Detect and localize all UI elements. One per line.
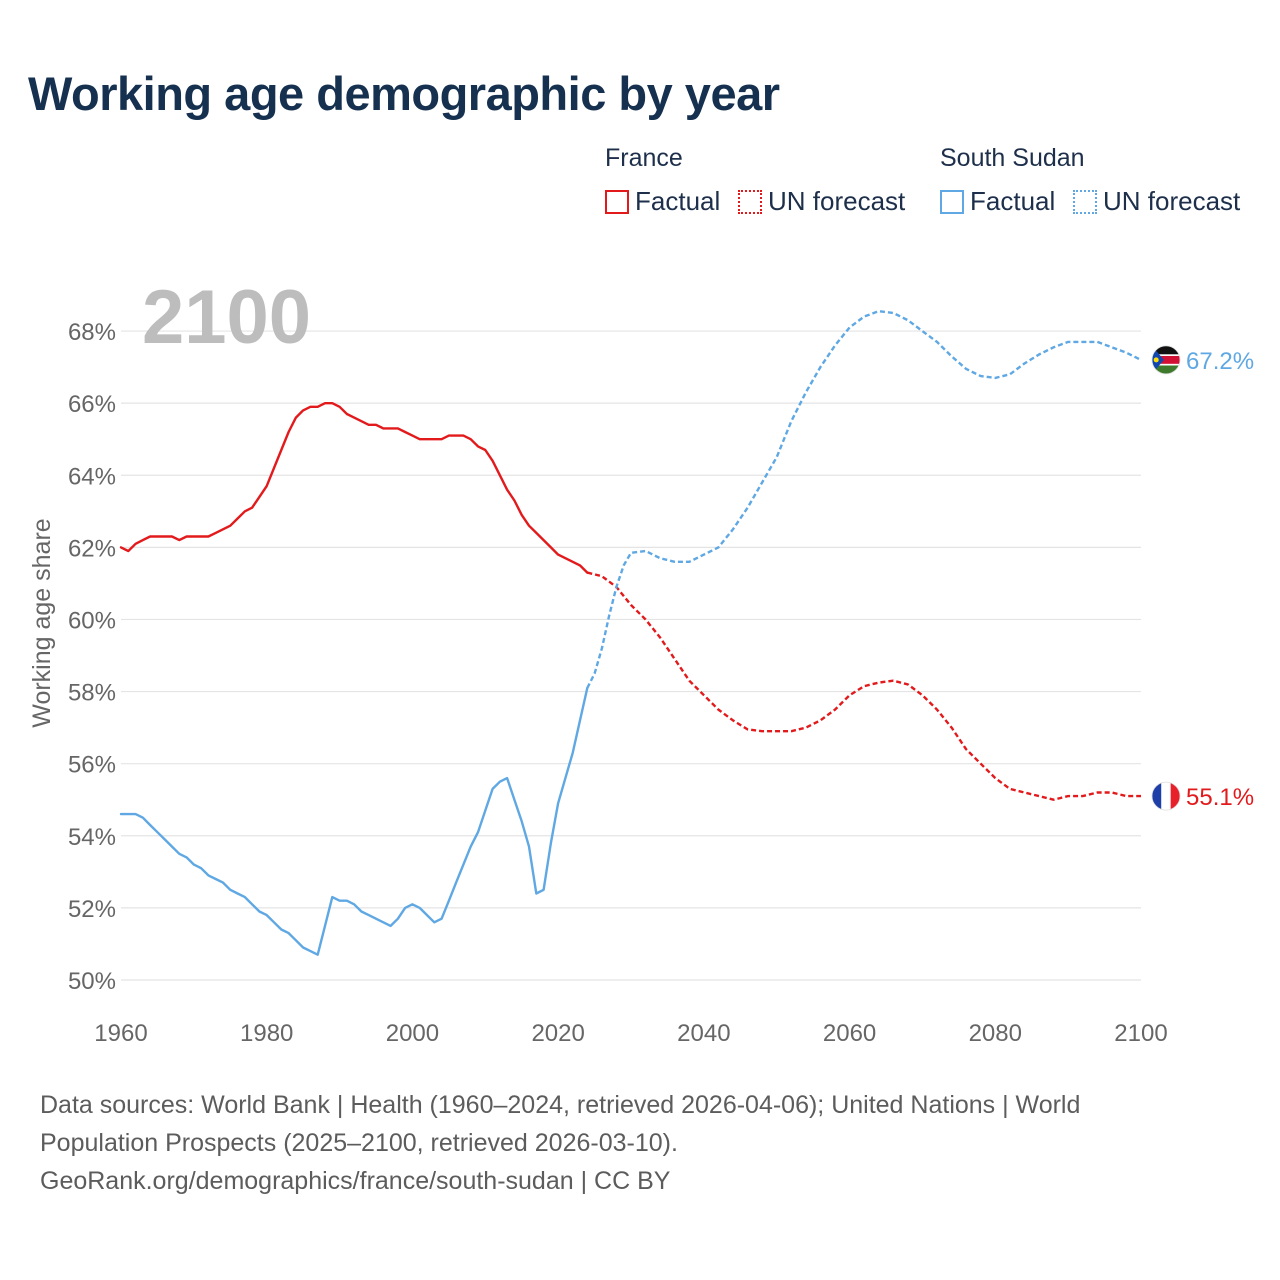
y-tick-label: 64% [68,463,116,490]
line-chart: 50% 52% 54% 56% 58% 60% 62% 64% 66% 68% 1960 1980 2… [28,275,1254,1047]
legend-south-sudan-forecast-label: UN forecast [1103,186,1241,216]
x-tick-label: 2100 [1114,1020,1167,1047]
y-tick-label: 50% [68,968,116,995]
france-flag-border [1151,781,1181,811]
legend-south-sudan-factual-label: Factual [970,186,1056,216]
y-tick-label: 54% [68,824,116,851]
y-tick-label: 66% [68,391,116,418]
legend-south-sudan-factual-swatch [940,189,964,214]
end-markers: 55.1% 67.2% [1151,345,1254,811]
legend-south-sudan-forecast[interactable]: UN forecast [1073,186,1240,217]
y-tick-label: 56% [68,752,116,779]
south-sudan-end-value-label: 67.2% [1186,348,1254,375]
legend-group-france: France [605,144,683,172]
legend-france-forecast-label: UN forecast [768,186,906,216]
series-lines [119,310,1142,956]
chart-title: Working age demographic by year [28,67,780,120]
south-sudan-flag-icon [1152,345,1180,374]
france-factual-line[interactable] [119,402,589,574]
legend-france-factual[interactable]: Factual [605,186,720,217]
y-axis-ticks: 50% 52% 54% 56% 58% 60% 62% 64% 66% 68% [68,319,116,995]
y-axis-label: Working age share [28,518,56,727]
legend-france-forecast-swatch [738,189,762,214]
legend-south-sudan-forecast-swatch [1073,189,1097,214]
x-tick-label: 1960 [94,1020,147,1047]
x-tick-label: 2020 [531,1020,584,1047]
year-watermark: 2100 [142,275,311,360]
france-flag-icon [1152,782,1180,811]
footer-line-1: Data sources: World Bank | Health (1960–… [40,1091,1081,1119]
y-tick-label: 60% [68,607,116,634]
y-tick-label: 52% [68,896,116,923]
x-tick-label: 2000 [386,1020,439,1047]
legend-south-sudan-factual[interactable]: Factual [940,186,1055,217]
footer-line-2: Population Prospects (2025–2100, retriev… [40,1129,678,1157]
x-axis-ticks: 1960 1980 2000 2020 2040 2060 2080 2100 [94,1020,1167,1047]
y-tick-label: 58% [68,680,116,707]
south-sudan-forecast-line[interactable] [586,310,1142,689]
legend-group-south-sudan: South Sudan [940,144,1085,172]
y-tick-label: 68% [68,319,116,346]
footer-line-3[interactable]: GeoRank.org/demographics/france/south-su… [40,1167,671,1195]
legend-france-forecast[interactable]: UN forecast [738,186,905,217]
x-tick-label: 2080 [969,1020,1022,1047]
footer-sources: Data sources: World Bank | Health (1960–… [40,1086,1240,1200]
x-tick-label: 1980 [240,1020,293,1047]
x-tick-label: 2040 [677,1020,730,1047]
legend-france-factual-swatch [605,189,629,214]
grid-lines [121,330,1141,981]
south-sudan-factual-line[interactable] [119,686,589,956]
south-sudan-flag-border [1151,345,1181,375]
x-tick-label: 2060 [823,1020,876,1047]
y-tick-label: 62% [68,535,116,562]
legend-france-factual-label: Factual [635,186,721,216]
france-forecast-line[interactable] [587,571,1141,801]
france-end-value-label: 55.1% [1186,784,1254,811]
